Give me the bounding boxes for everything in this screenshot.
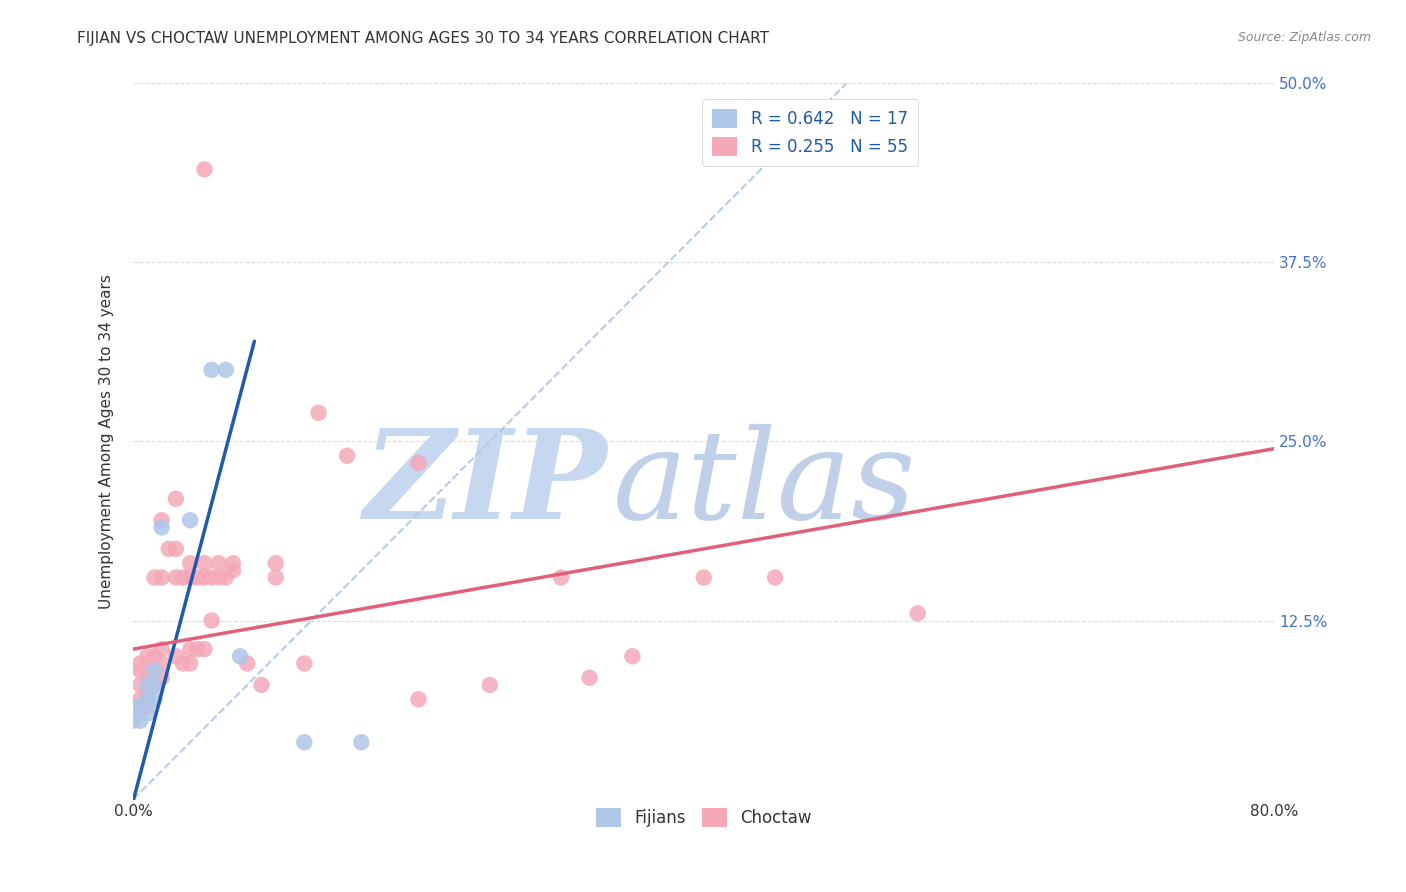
Point <box>143 678 166 692</box>
Point <box>200 614 222 628</box>
Text: FIJIAN VS CHOCTAW UNEMPLOYMENT AMONG AGES 30 TO 34 YEARS CORRELATION CHART: FIJIAN VS CHOCTAW UNEMPLOYMENT AMONG AGE… <box>77 31 769 46</box>
Text: atlas: atlas <box>613 424 915 545</box>
Point <box>143 649 166 664</box>
Point <box>172 570 194 584</box>
Point <box>129 714 152 728</box>
Point <box>129 692 152 706</box>
Point <box>143 678 166 692</box>
Point <box>150 513 173 527</box>
Point <box>350 735 373 749</box>
Point <box>150 657 173 671</box>
Point <box>264 570 287 584</box>
Point <box>250 678 273 692</box>
Point <box>122 699 145 714</box>
Point <box>907 607 929 621</box>
Y-axis label: Unemployment Among Ages 30 to 34 years: Unemployment Among Ages 30 to 34 years <box>100 274 114 609</box>
Point <box>179 657 201 671</box>
Point <box>143 664 166 678</box>
Point <box>136 692 159 706</box>
Point <box>292 735 315 749</box>
Point <box>150 570 173 584</box>
Point <box>193 162 215 177</box>
Point <box>222 563 245 577</box>
Point <box>165 541 187 556</box>
Point <box>179 570 201 584</box>
Point <box>308 406 330 420</box>
Point <box>186 642 208 657</box>
Point <box>165 491 187 506</box>
Point <box>550 570 572 584</box>
Point <box>165 570 187 584</box>
Point <box>292 657 315 671</box>
Point <box>179 556 201 570</box>
Point <box>129 678 152 692</box>
Point <box>172 657 194 671</box>
Point <box>763 570 786 584</box>
Text: ZIP: ZIP <box>363 424 607 545</box>
Point <box>122 714 145 728</box>
Point <box>129 699 152 714</box>
Text: Source: ZipAtlas.com: Source: ZipAtlas.com <box>1237 31 1371 45</box>
Point <box>264 556 287 570</box>
Point <box>150 642 173 657</box>
Point <box>143 664 166 678</box>
Point <box>408 692 430 706</box>
Point <box>136 671 159 685</box>
Point <box>693 570 716 584</box>
Point <box>229 649 252 664</box>
Point <box>236 657 259 671</box>
Point <box>136 678 159 692</box>
Point <box>408 456 430 470</box>
Point <box>150 671 173 685</box>
Point <box>143 570 166 584</box>
Point <box>222 556 245 570</box>
Point <box>143 692 166 706</box>
Point <box>215 363 238 377</box>
Point <box>208 556 231 570</box>
Point <box>478 678 501 692</box>
Legend: Fijians, Choctaw: Fijians, Choctaw <box>589 802 818 834</box>
Point <box>193 570 215 584</box>
Point <box>129 657 152 671</box>
Point <box>157 541 180 556</box>
Point <box>186 570 208 584</box>
Point <box>150 520 173 534</box>
Point <box>136 649 159 664</box>
Point <box>215 570 238 584</box>
Point <box>578 671 600 685</box>
Point <box>129 664 152 678</box>
Point <box>136 685 159 699</box>
Point <box>136 699 159 714</box>
Point <box>193 642 215 657</box>
Point <box>208 570 231 584</box>
Point <box>200 363 222 377</box>
Point <box>200 570 222 584</box>
Point <box>179 642 201 657</box>
Point <box>179 513 201 527</box>
Point <box>336 449 359 463</box>
Point <box>165 649 187 664</box>
Point <box>621 649 644 664</box>
Point <box>136 706 159 721</box>
Point <box>193 556 215 570</box>
